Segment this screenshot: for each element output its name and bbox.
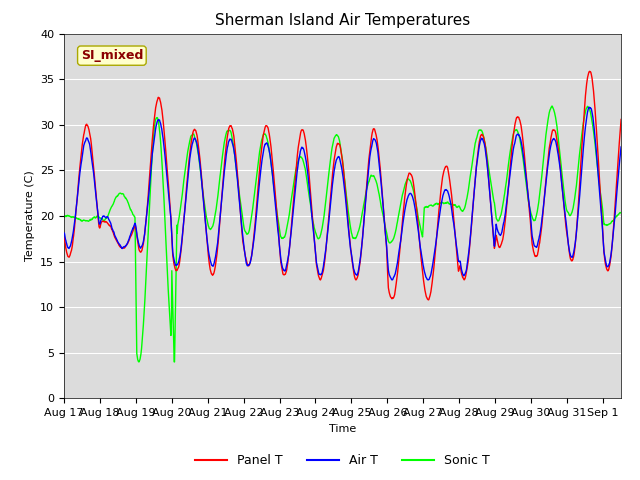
X-axis label: Time: Time xyxy=(329,424,356,433)
Panel T xyxy=(635,288,640,293)
Air T xyxy=(585,104,593,110)
Sonic T xyxy=(548,103,556,109)
Panel T xyxy=(246,259,254,265)
Line: Air T: Air T xyxy=(64,107,639,280)
Text: SI_mixed: SI_mixed xyxy=(81,49,143,62)
Sonic T xyxy=(635,279,640,285)
Air T xyxy=(205,254,213,260)
Air T xyxy=(604,264,612,270)
Sonic T xyxy=(363,186,371,192)
Sonic T xyxy=(601,222,609,228)
Panel T xyxy=(60,235,68,241)
Panel T xyxy=(601,256,609,262)
Panel T xyxy=(363,185,371,191)
Y-axis label: Temperature (C): Temperature (C) xyxy=(24,170,35,262)
Panel T xyxy=(269,162,276,168)
Legend: Panel T, Air T, Sonic T: Panel T, Air T, Sonic T xyxy=(191,449,494,472)
Air T xyxy=(635,277,640,283)
Title: Sherman Island Air Temperatures: Sherman Island Air Temperatures xyxy=(215,13,470,28)
Panel T xyxy=(425,297,433,303)
Sonic T xyxy=(135,359,143,365)
Air T xyxy=(601,253,609,259)
Air T xyxy=(363,189,371,194)
Sonic T xyxy=(206,226,214,232)
Panel T xyxy=(205,263,213,268)
Air T xyxy=(269,175,276,180)
Sonic T xyxy=(269,177,277,182)
Sonic T xyxy=(604,222,612,228)
Line: Panel T: Panel T xyxy=(64,72,639,300)
Air T xyxy=(388,277,396,283)
Line: Sonic T: Sonic T xyxy=(64,106,639,362)
Sonic T xyxy=(60,214,68,220)
Air T xyxy=(60,230,68,236)
Sonic T xyxy=(247,219,255,225)
Panel T xyxy=(604,268,612,274)
Panel T xyxy=(586,69,593,74)
Air T xyxy=(246,260,254,265)
